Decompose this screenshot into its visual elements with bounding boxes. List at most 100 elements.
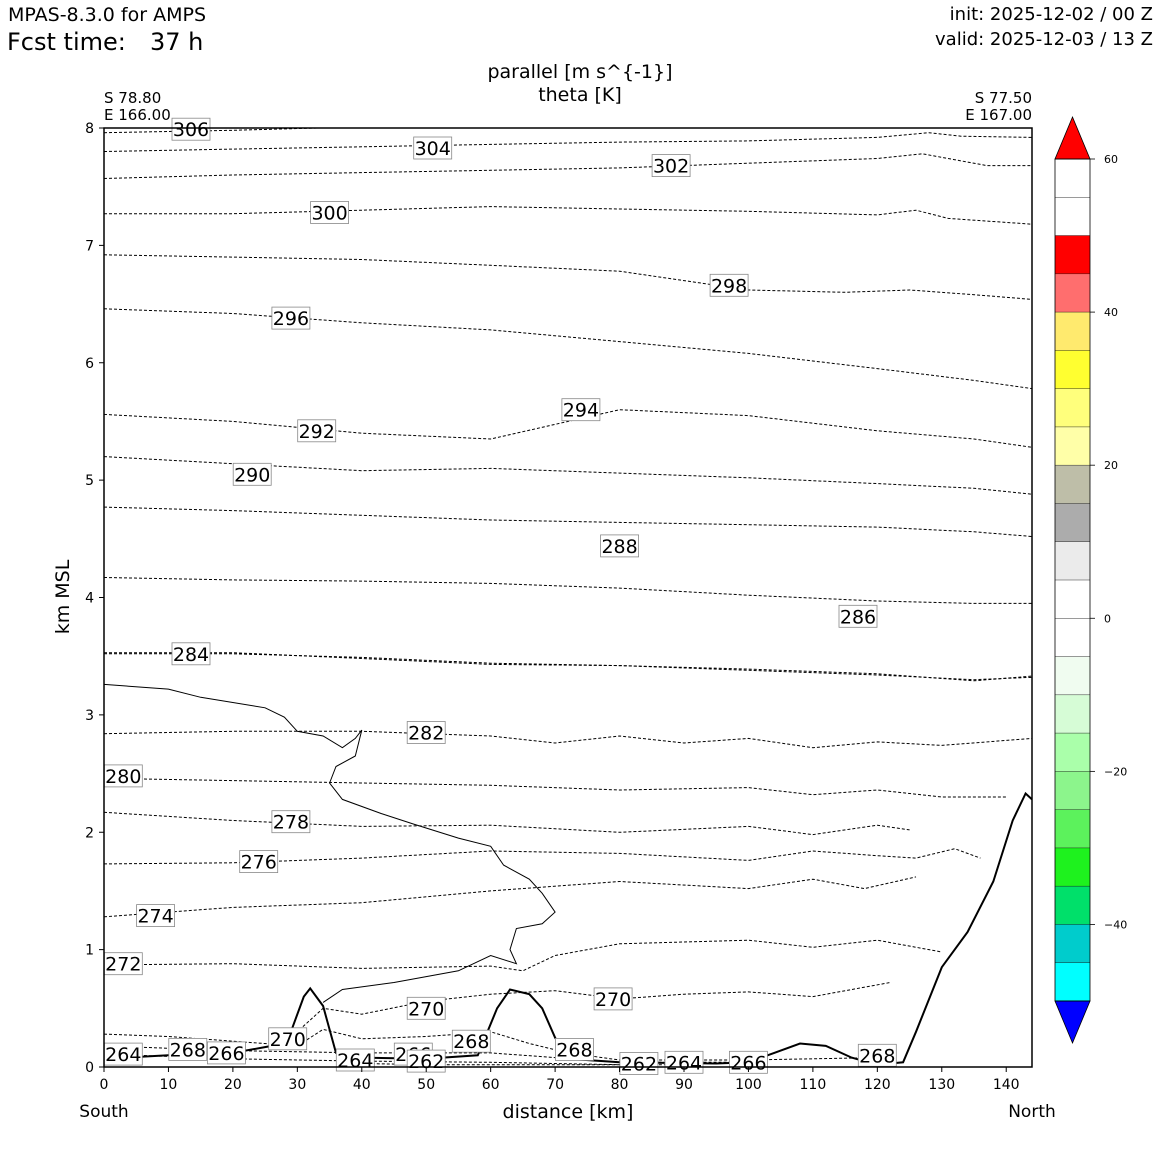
theta-contour-272 <box>104 939 942 972</box>
svg-text:304: 304 <box>415 138 451 160</box>
left-end-latitude: S 78.80 <box>104 89 161 107</box>
right-end-longitude: E 167.00 <box>965 106 1032 124</box>
contour-label-266: 266 <box>206 1041 246 1065</box>
contour-label-262: 262 <box>619 1052 659 1076</box>
contour-label-286: 286 <box>838 604 878 628</box>
theta-contour-290 <box>104 506 1032 537</box>
svg-text:266: 266 <box>730 1052 766 1074</box>
contour-label-290: 290 <box>232 462 272 486</box>
svg-text:302: 302 <box>653 156 689 178</box>
colorbar-over-arrow <box>1054 115 1091 160</box>
y-tick-label-7: 7 <box>85 238 94 254</box>
theta-contour-302 <box>104 153 1032 179</box>
colorbar-segment--50 <box>1055 962 1090 1001</box>
svg-text:288: 288 <box>601 536 637 558</box>
south-label: South <box>79 1102 128 1122</box>
y-tick-label-2: 2 <box>85 825 94 841</box>
x-tick-label-50: 50 <box>417 1077 435 1093</box>
theta-contour-280 <box>104 777 1007 798</box>
y-tick-label-1: 1 <box>85 943 94 959</box>
colorbar-tick-label--20: −20 <box>1104 765 1127 778</box>
forecast-time-value: 37 h <box>150 28 204 56</box>
y-tick-label-5: 5 <box>85 473 94 489</box>
colorbar-tick-label-20: 20 <box>1104 459 1118 472</box>
svg-text:284: 284 <box>173 644 209 666</box>
svg-text:294: 294 <box>563 400 599 422</box>
svg-text:280: 280 <box>105 766 141 788</box>
contour-label-270: 270 <box>406 996 446 1020</box>
theta-contour-282 <box>104 730 1032 749</box>
x-axis-label: distance [km] <box>503 1101 634 1123</box>
svg-text:268: 268 <box>556 1039 592 1061</box>
svg-text:270: 270 <box>270 1029 306 1051</box>
terrain-line <box>104 791 1032 1066</box>
theta-contour-298 <box>104 254 1032 300</box>
svg-text:278: 278 <box>273 812 309 834</box>
theta-contour-284 <box>104 653 1032 682</box>
x-tick-label-10: 10 <box>160 1077 178 1093</box>
svg-text:272: 272 <box>105 954 141 976</box>
y-tick-label-4: 4 <box>85 591 94 607</box>
theta-contour-292 <box>104 456 1032 495</box>
svg-text:276: 276 <box>241 852 277 874</box>
valid-time: valid: 2025-12-03 / 13 Z <box>935 29 1153 50</box>
colorbar-segment--5 <box>1055 618 1090 657</box>
contour-label-264: 264 <box>335 1048 375 1072</box>
svg-text:306: 306 <box>173 119 209 141</box>
colorbar-segment--20 <box>1055 733 1090 772</box>
x-tick-label-40: 40 <box>353 1077 371 1093</box>
model-title: MPAS-8.3.0 for AMPS <box>8 4 207 26</box>
theta-contour-286 <box>104 652 1032 681</box>
theta-contour-294 <box>104 409 1032 448</box>
y-tick-label-8: 8 <box>85 121 94 137</box>
wind-zero-contour <box>104 683 556 1003</box>
contour-label-278: 278 <box>271 810 311 834</box>
colorbar-segment-40 <box>1055 273 1090 313</box>
colorbar-segment--40 <box>1055 886 1090 925</box>
chart-title-line1: parallel [m s^{-1}] <box>487 61 672 83</box>
theta-contour-278 <box>104 811 910 836</box>
svg-text:286: 286 <box>840 606 876 628</box>
colorbar-tick-label-40: 40 <box>1104 306 1118 319</box>
contour-label-264: 264 <box>103 1042 143 1066</box>
theta-contour-304 <box>104 132 1032 152</box>
colorbar-segment-5 <box>1055 541 1090 580</box>
plot-area: 3063043023002982962942922902882862842822… <box>85 117 1033 1093</box>
x-tick-label-60: 60 <box>482 1077 500 1093</box>
theta-contour-274 <box>104 876 917 918</box>
contour-label-268: 268 <box>857 1043 897 1067</box>
colorbar-segment-0 <box>1055 580 1090 619</box>
svg-text:300: 300 <box>311 203 347 225</box>
x-tick-label-120: 120 <box>864 1077 891 1093</box>
forecast-time-label: Fcst time: <box>7 28 126 56</box>
colorbar-segment--15 <box>1055 694 1090 734</box>
svg-text:270: 270 <box>595 989 631 1011</box>
colorbar-frame <box>1054 158 1091 1002</box>
svg-text:268: 268 <box>859 1045 895 1067</box>
x-tick-label-110: 110 <box>800 1077 827 1093</box>
y-tick-label-0: 0 <box>85 1060 94 1076</box>
contour-label-268: 268 <box>555 1038 594 1061</box>
chart-title-line2: theta [K] <box>538 84 622 106</box>
x-tick-label-140: 140 <box>993 1077 1020 1093</box>
contour-label-294: 294 <box>561 398 601 422</box>
colorbar-segment--30 <box>1055 809 1090 848</box>
init-time: init: 2025-12-02 / 00 Z <box>949 4 1153 25</box>
svg-text:274: 274 <box>137 906 173 928</box>
contour-label-280: 280 <box>103 764 143 788</box>
theta-contour-306 <box>104 128 337 134</box>
contour-label-296: 296 <box>271 306 311 330</box>
contour-label-270: 270 <box>593 987 633 1011</box>
contour-label-304: 304 <box>413 136 453 160</box>
contour-label-272: 272 <box>103 952 143 976</box>
colorbar-segment-25 <box>1055 388 1090 427</box>
theta-contour-288 <box>104 577 1032 604</box>
y-tick-label-3: 3 <box>85 708 94 724</box>
colorbar-segment--35 <box>1055 847 1090 887</box>
svg-text:264: 264 <box>105 1044 141 1066</box>
svg-text:264: 264 <box>666 1052 702 1074</box>
theta-contour-270 <box>284 982 891 1044</box>
contour-label-266: 266 <box>729 1050 768 1074</box>
contour-label-298: 298 <box>709 273 749 297</box>
x-tick-label-90: 90 <box>675 1077 693 1093</box>
